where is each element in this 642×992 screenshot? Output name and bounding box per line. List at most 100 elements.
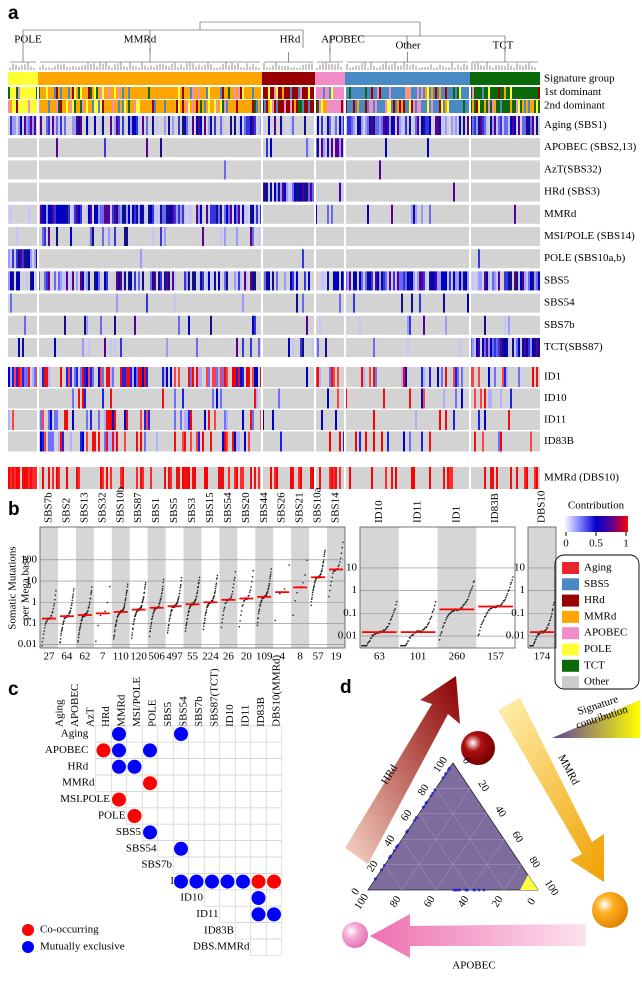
heatmap-cell xyxy=(371,467,373,489)
dominant-cell xyxy=(256,100,258,113)
heatmap-cell xyxy=(459,116,461,135)
mutation-dot xyxy=(231,590,234,593)
heatmap-cell xyxy=(296,293,298,313)
heatmap-cell xyxy=(292,182,294,202)
heatmap-cell xyxy=(102,367,104,387)
heatmap-cell xyxy=(76,467,78,489)
heatmap-cell xyxy=(498,431,500,452)
dominant-cell xyxy=(278,87,280,99)
heatmap-cell xyxy=(411,293,413,313)
heatmap-cell xyxy=(484,410,486,430)
axis-title: per Mega base xyxy=(20,556,32,620)
mutation-dot xyxy=(152,615,154,617)
colorbar-tick-label: 1 xyxy=(623,538,629,550)
matrix-cell xyxy=(234,725,252,743)
dominant-cell xyxy=(375,87,377,99)
association-dot xyxy=(174,841,188,856)
heatmap-cell xyxy=(56,410,58,430)
heatmap-cell xyxy=(100,367,102,387)
dominant-cell xyxy=(308,87,310,99)
mutation-dot xyxy=(71,602,73,604)
heatmap-cell xyxy=(484,338,486,357)
heatmap-cell xyxy=(234,271,236,291)
mutation-dot xyxy=(149,630,152,632)
column-label: ID83B xyxy=(255,697,267,727)
mutation-dot xyxy=(54,594,57,597)
mutation-dot xyxy=(90,593,92,595)
mutation-dot xyxy=(442,625,445,627)
heatmap-cell xyxy=(202,271,204,291)
ternary-tick-label: 80 xyxy=(416,782,432,798)
dominant-cell xyxy=(369,87,371,99)
dominant-cell xyxy=(104,100,106,113)
dominant-cell xyxy=(405,100,407,113)
heatmap-cell xyxy=(472,271,474,291)
column-label: SBS87(TCT) xyxy=(209,668,221,727)
ternary-tick-label: 60 xyxy=(509,829,525,845)
mutation-dot xyxy=(372,635,374,637)
heatmap-cell xyxy=(174,204,176,224)
row-label: HRd xyxy=(68,760,89,772)
heatmap-cell xyxy=(524,338,526,357)
mutation-dot xyxy=(467,598,469,600)
heatmap-cell xyxy=(166,367,168,387)
mutation-dot xyxy=(88,606,90,608)
heatmap-cell xyxy=(280,182,282,202)
heatmap-cell xyxy=(18,338,20,357)
mutation-dot xyxy=(77,639,79,642)
heatmap-cell xyxy=(389,271,391,291)
mutation-dot xyxy=(240,614,242,616)
heatmap-cell xyxy=(222,467,224,489)
heatmap-cell xyxy=(78,204,80,224)
heatmap-cell xyxy=(409,315,411,335)
dominant-cell xyxy=(290,87,292,99)
dominant-cell xyxy=(230,100,232,113)
heatmap-cell xyxy=(429,467,431,489)
heatmap-cell xyxy=(478,410,480,430)
heatmap-cell xyxy=(421,204,423,224)
mutation-dot xyxy=(461,606,464,608)
mutation-dot xyxy=(72,593,75,596)
heatmap-cell xyxy=(136,431,138,452)
heatmap-cell xyxy=(104,204,106,224)
dominant-cell xyxy=(148,87,150,99)
heatmap-cell xyxy=(10,467,12,489)
heatmap-cell xyxy=(48,271,50,291)
heatmap-cell xyxy=(532,338,534,357)
heatmap-cell xyxy=(256,367,258,387)
matrix-cell xyxy=(219,807,236,825)
heatmap-cell xyxy=(367,204,369,224)
ternary-corner xyxy=(520,875,538,890)
category-label: SBS54 xyxy=(222,492,234,523)
mutation-dot xyxy=(429,617,432,619)
legend-label: Other xyxy=(584,676,609,688)
mutation-dot xyxy=(239,620,241,622)
mutation-dot xyxy=(81,618,83,621)
heatmap-cell xyxy=(122,116,124,135)
mutation-dot xyxy=(78,628,81,630)
count-label: 19 xyxy=(331,651,343,663)
dominant-cell xyxy=(152,87,154,99)
mutation-dot xyxy=(508,588,510,591)
heatmap-cell xyxy=(154,271,156,291)
heatmap-cell xyxy=(359,116,361,135)
dominant-cell xyxy=(395,87,397,99)
mutation-dot xyxy=(550,615,553,618)
dominant-cell xyxy=(116,100,118,113)
heatmap-cell xyxy=(182,431,184,452)
heatmap-cell xyxy=(90,204,92,224)
dominant-cell xyxy=(310,87,312,99)
heatmap-cell xyxy=(339,116,341,135)
heatmap-cell xyxy=(116,204,118,224)
heatmap-cell xyxy=(292,271,294,291)
heatmap-cell xyxy=(520,271,522,291)
heatmap-cell xyxy=(494,271,496,291)
heatmap-cell xyxy=(60,116,62,135)
heatmap-cell xyxy=(190,410,192,430)
matrix-cell xyxy=(265,823,283,841)
heatmap-cell xyxy=(445,116,447,135)
mutation-dot xyxy=(198,581,200,584)
heatmap-cell xyxy=(474,431,476,452)
heatmap-cell xyxy=(393,271,395,291)
dominant-cell xyxy=(242,100,244,113)
